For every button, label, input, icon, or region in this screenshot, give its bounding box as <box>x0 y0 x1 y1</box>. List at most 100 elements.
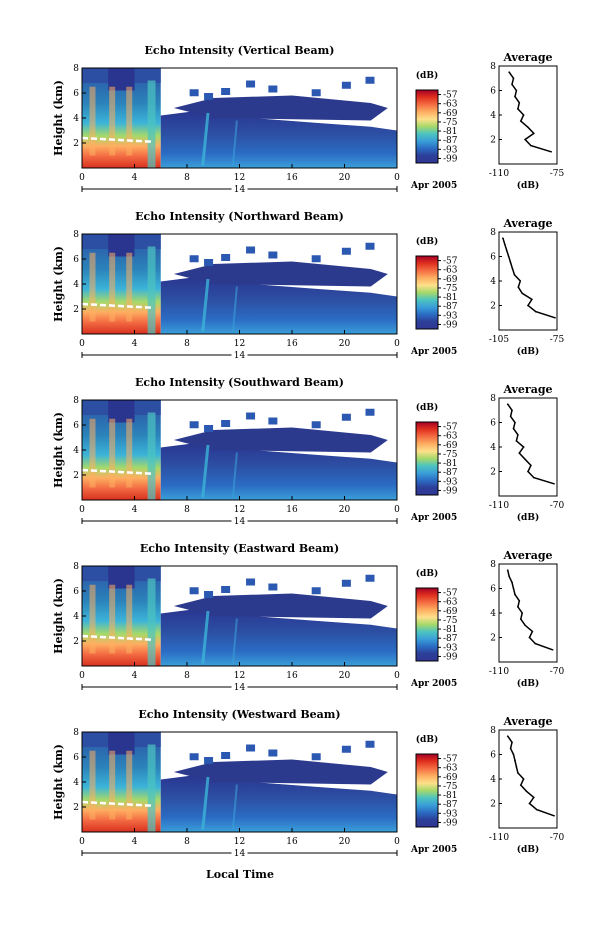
x-tick-label: 20 <box>339 671 351 681</box>
heatmap-streak <box>231 286 238 332</box>
profile-point <box>506 569 509 571</box>
colorbar-tick-label: -93 <box>443 643 458 653</box>
colorbar-tick-label: -69 <box>443 109 458 119</box>
x-tick-label: 0 <box>79 837 85 847</box>
heatmap-shaft <box>147 744 156 832</box>
profile-point <box>533 132 535 135</box>
colorbar-tick-label: -81 <box>443 293 458 303</box>
profile-point <box>509 415 512 418</box>
day-label: 14 <box>234 517 246 527</box>
heatmap-echo <box>365 242 375 250</box>
profile-point <box>553 814 555 817</box>
colorbar-unit: (dB) <box>416 70 438 81</box>
heatmap-echo <box>365 574 375 582</box>
profile-point <box>511 409 513 412</box>
colorbar-tick-label: -81 <box>443 459 458 469</box>
heatmap-echo <box>221 752 231 759</box>
heatmap-echo <box>365 740 375 748</box>
y-tick-label: 8 <box>73 64 79 74</box>
colorbar-tick-label: -63 <box>443 432 458 442</box>
heatmap-echo <box>189 255 199 263</box>
heatmap-night-core <box>108 234 135 257</box>
profile-point <box>514 421 516 424</box>
heatmap <box>81 400 397 500</box>
profile-point <box>524 624 526 627</box>
colorbar-tick-label: -99 <box>443 486 458 496</box>
profile-y-tick-label: 8 <box>490 228 496 238</box>
profile-y-tick-label: 4 <box>490 443 496 453</box>
heatmap-echo <box>268 417 278 425</box>
heatmap-echo <box>268 749 278 757</box>
profile-point <box>531 298 533 301</box>
profile-y-tick-label: 4 <box>490 277 496 287</box>
heatmap-day-layer <box>160 774 397 832</box>
heatmap-night-core <box>108 566 135 589</box>
y-tick-label: 8 <box>73 230 79 240</box>
colorbar <box>415 255 439 330</box>
heatmap-streak <box>201 278 210 332</box>
heatmap-plume <box>109 750 116 820</box>
profile-point <box>511 267 514 270</box>
heatmap-shaft <box>147 578 156 666</box>
colorbar-tick-label: -75 <box>443 616 458 626</box>
heatmap <box>81 234 397 334</box>
colorbar-tick-label: -75 <box>443 284 458 294</box>
colorbar-tick-label: -87 <box>443 302 458 312</box>
profile-title: Average <box>502 715 552 728</box>
day-label-bg <box>231 183 248 193</box>
x-tick-label: 20 <box>339 505 351 515</box>
x-tick-label: 0 <box>394 173 400 183</box>
colorbar-tick-label: -63 <box>443 598 458 608</box>
panel-1: Echo Intensity (Vertical Beam) 2 4 6 8 Height… <box>52 44 565 195</box>
heatmap-echo <box>221 254 231 261</box>
heatmap-echo <box>204 757 214 764</box>
colorbar-tick-label: -69 <box>443 275 458 285</box>
profile-y-tick-label: 2 <box>490 800 496 810</box>
heatmap-plume <box>89 252 96 322</box>
colorbar-tick-label: -63 <box>443 100 458 110</box>
profile-y-tick-label: 4 <box>490 111 496 121</box>
heatmap-day-layer <box>160 110 397 168</box>
heatmap-plume <box>89 584 96 654</box>
profile-line <box>507 735 555 817</box>
colorbar-tick-label: -93 <box>443 477 458 487</box>
profile-x-tick-label: -105 <box>489 335 509 345</box>
heatmap-upper-layer <box>173 261 388 287</box>
heatmap-plume <box>126 86 133 156</box>
heatmap-echo <box>189 89 199 97</box>
colorbar-tick-label: -57 <box>443 257 458 267</box>
profile-line <box>506 569 553 651</box>
panel-title: Echo Intensity (Eastward Beam) <box>140 542 339 555</box>
profile-frame <box>498 563 558 663</box>
profile-point <box>505 249 508 252</box>
profile-point <box>533 476 535 479</box>
date-label: Apr 2005 <box>410 513 457 523</box>
melting-layer-line <box>81 800 153 807</box>
heatmap-echo <box>268 583 278 591</box>
colorbar <box>415 89 439 164</box>
heatmap-plume <box>89 750 96 820</box>
profile-x-tick-label: -70 <box>550 501 565 511</box>
x-tick-label: 8 <box>184 339 190 349</box>
heatmap-echo <box>311 255 321 263</box>
profile-point <box>533 796 535 799</box>
x-tick-label: 8 <box>184 173 190 183</box>
profile-line <box>502 237 556 319</box>
profile-y-tick-label: 6 <box>490 585 496 595</box>
heatmap-day-layer <box>160 276 397 334</box>
heatmap-plume <box>126 252 133 322</box>
profile-point <box>518 599 521 602</box>
x-axis-label: Local Time <box>206 868 274 881</box>
date-label: Apr 2005 <box>410 181 457 191</box>
heatmap-plume <box>126 584 133 654</box>
y-tick-label: 8 <box>73 562 79 572</box>
profile-x-tick-label: -75 <box>550 169 565 179</box>
heatmap-echo <box>221 586 231 593</box>
panel-5: Echo Intensity (Westward Beam) 2 4 6 8 Height… <box>52 708 565 859</box>
heatmap-upper-layer <box>173 95 388 121</box>
profile-x-tick-label: -75 <box>550 335 565 345</box>
x-tick-label: 8 <box>184 671 190 681</box>
heatmap-plume <box>89 418 96 488</box>
y-tick-label: 2 <box>73 803 79 813</box>
x-tick-label: 16 <box>286 671 298 681</box>
